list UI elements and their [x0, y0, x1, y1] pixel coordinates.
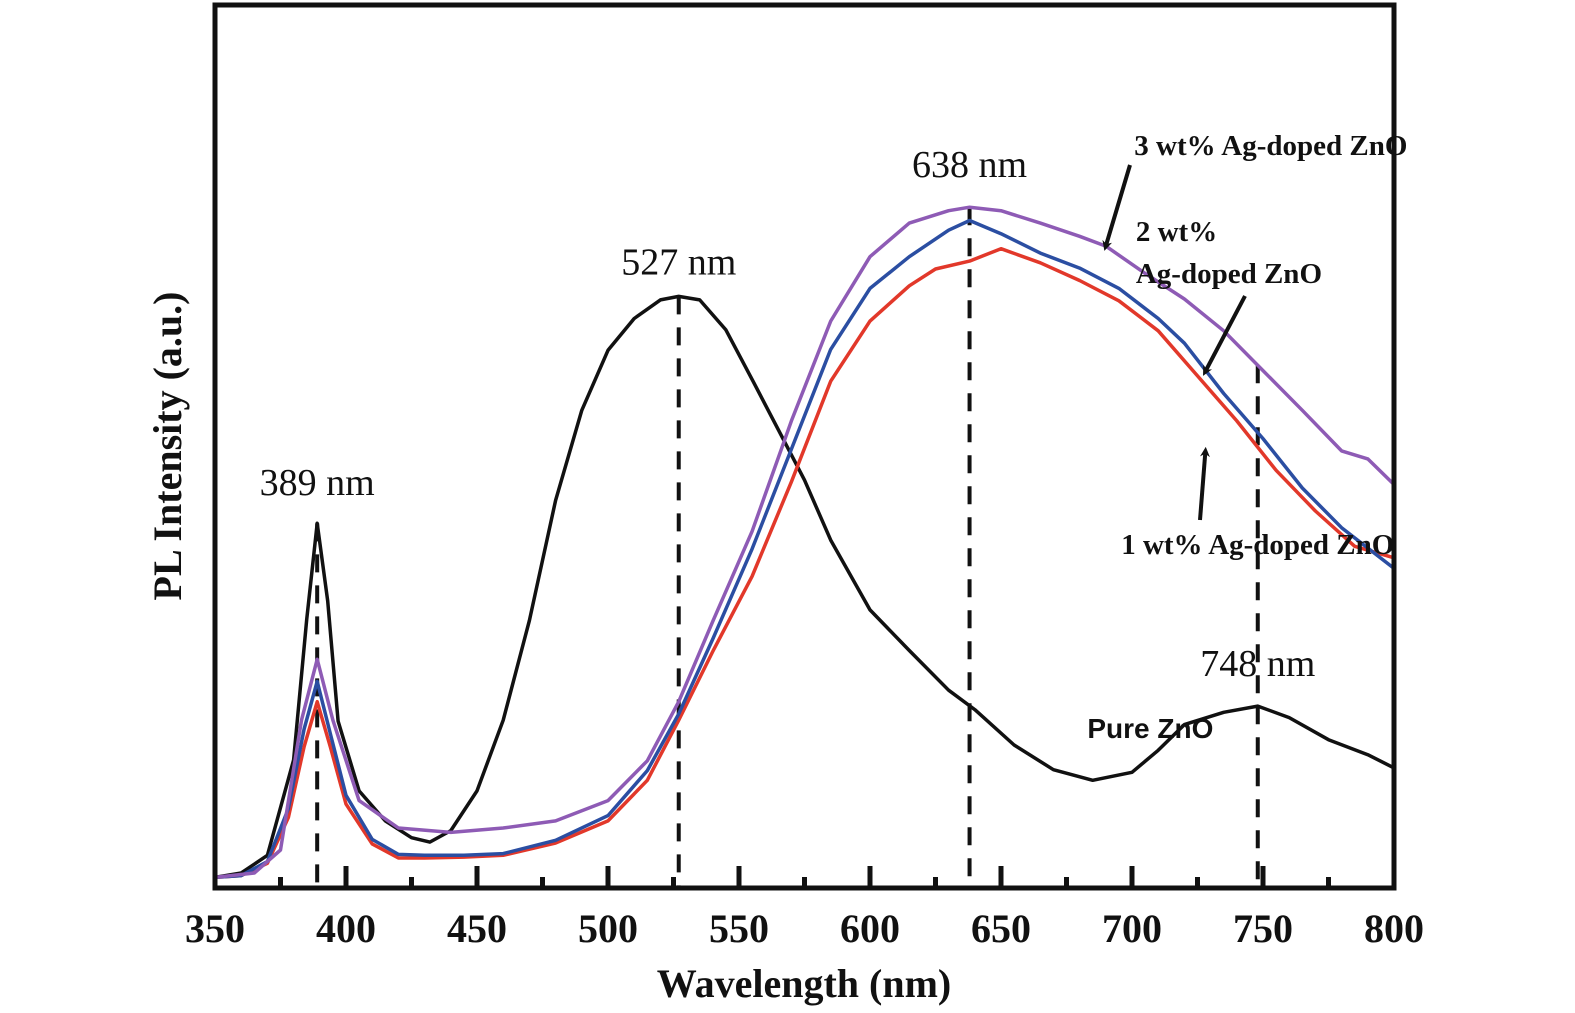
- annotation-ag-doped-zno: Ag-doped ZnO: [1136, 258, 1322, 290]
- annotation-arrow: [1198, 446, 1210, 521]
- x-tick-label: 500: [578, 906, 638, 951]
- x-tick-label: 350: [185, 906, 245, 951]
- x-tick-label: 400: [316, 906, 376, 951]
- annotation-arrow: [1102, 164, 1132, 251]
- x-tick-label: 550: [709, 906, 769, 951]
- series-line-3-wt-ag-doped-zno: [213, 205, 1396, 880]
- annotation-389-nm: 389 nm: [260, 462, 375, 504]
- annotation-arrow: [1203, 295, 1247, 376]
- annotation-1-wt-ag-doped-zno: 1 wt% Ag-doped ZnO: [1121, 529, 1394, 561]
- x-tick-label: 650: [971, 906, 1031, 951]
- annotation-527-nm: 527 nm: [621, 241, 736, 283]
- annotations: 389 nm 527 nm 638 nm 748 nm Pure ZnO 3 wt% Ag…: [260, 130, 1408, 744]
- series-line-pure-zno: [213, 294, 1396, 880]
- series-line-1-wt-ag-doped-zno: [213, 246, 1396, 880]
- x-tick-label: 700: [1102, 906, 1162, 951]
- annotation-pure-zno: Pure ZnO: [1087, 713, 1213, 744]
- x-tick-label: 450: [447, 906, 507, 951]
- x-axis-tick-labels: 350 400 450 500 550 600 650 700 750 800: [185, 906, 1424, 951]
- series-layer: [213, 205, 1396, 880]
- x-tick-label: 600: [840, 906, 900, 951]
- annotation-748-nm: 748 nm: [1200, 643, 1315, 685]
- annotation-3-wt-ag-doped-zno: 3 wt% Ag-doped ZnO: [1134, 130, 1407, 162]
- reference-lines: [315, 207, 1260, 888]
- y-axis-title: PL Intensity (a.u.): [145, 292, 190, 601]
- annotation-638-nm: 638 nm: [912, 144, 1027, 186]
- x-tick-label: 750: [1233, 906, 1293, 951]
- annotation-2-wt: 2 wt%: [1136, 216, 1217, 248]
- x-tick-label: 800: [1364, 906, 1424, 951]
- series-line-2-wt-ag-doped-zno: [213, 218, 1396, 880]
- x-axis-title: Wavelength (nm): [657, 961, 951, 1006]
- x-axis-ticks: [278, 866, 1331, 888]
